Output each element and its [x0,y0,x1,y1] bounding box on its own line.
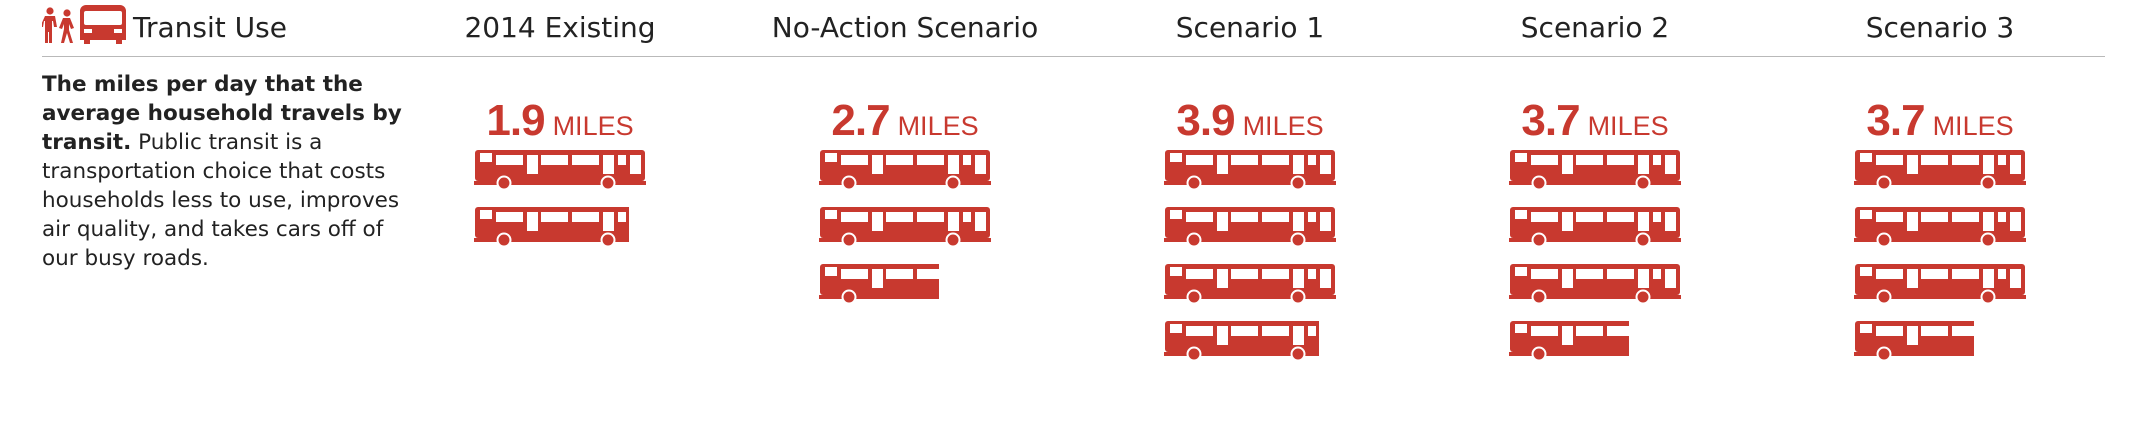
pedestrians-and-bus-icon [42,5,126,44]
bus-icon [474,150,646,189]
value-label-scenario-2: 3.7 MILES [1521,96,1668,146]
bus-mark [819,205,991,246]
bus-mark [1854,262,2026,303]
value-unit: MILES [1932,111,2014,141]
bus-stack-no-action [819,148,991,319]
bus-mark [819,262,991,303]
bus-stack-scenario-1 [1164,148,1336,376]
column-header-scenario-3: Scenario 3 [1865,11,2015,44]
value-unit: MILES [897,111,979,141]
header-row: Transit Use 2014 Existing No-Action Scen… [0,0,2139,58]
bus-mark [819,148,991,189]
bus-icon [1509,207,1681,246]
value-number: 2.7 [831,96,890,145]
bus-icon [1854,321,1974,360]
value-label-2014-existing: 1.9 MILES [486,96,633,146]
bus-icon [1509,150,1681,189]
bus-icon [1164,150,1336,189]
bus-mark [474,148,646,189]
bus-icon [819,207,991,246]
bus-icon [1854,264,2026,303]
bus-mark [1164,148,1336,189]
value-number: 1.9 [486,96,545,145]
bus-mark [1509,319,1681,360]
bus-stack-2014-existing [474,148,646,262]
value-number: 3.7 [1521,96,1580,145]
value-label-scenario-3: 3.7 MILES [1866,96,2013,146]
value-number: 3.9 [1176,96,1235,145]
description-bold: The miles per day that the average house… [42,72,402,155]
bus-icon [474,207,629,246]
bus-mark [1509,205,1681,246]
value-number: 3.7 [1866,96,1925,145]
bus-mark [1854,148,2026,189]
value-label-no-action: 2.7 MILES [831,96,978,146]
bus-mark [1164,262,1336,303]
bus-icon [1854,207,2026,246]
column-header-2014-existing: 2014 Existing [464,11,656,44]
bus-mark [1854,319,2026,360]
column-header-scenario-1: Scenario 1 [1175,11,1325,44]
bus-mark [474,205,646,246]
value-unit: MILES [1242,111,1324,141]
bus-icon [819,264,939,303]
bus-icon [819,150,991,189]
bus-icon [1164,321,1319,360]
bus-mark [1509,148,1681,189]
bus-stack-scenario-2 [1509,148,1681,376]
value-unit: MILES [1587,111,1669,141]
section-title: Transit Use [133,11,287,44]
bus-icon [1509,264,1681,303]
column-header-scenario-2: Scenario 2 [1520,11,1670,44]
bus-mark [1854,205,2026,246]
column-header-no-action: No-Action Scenario [771,11,1039,44]
description: The miles per day that the average house… [42,70,402,273]
bus-icon [1854,150,2026,189]
bus-icon [1164,264,1336,303]
bus-mark [1164,205,1336,246]
value-unit: MILES [552,111,634,141]
bus-stack-scenario-3 [1854,148,2026,376]
bus-mark [1164,319,1336,360]
bus-mark [1509,262,1681,303]
header-divider [42,56,2105,57]
description-text: Public transit is a transportation choic… [42,130,400,271]
value-label-scenario-1: 3.9 MILES [1176,96,1323,146]
bus-icon [1164,207,1336,246]
bus-icon [1509,321,1629,360]
